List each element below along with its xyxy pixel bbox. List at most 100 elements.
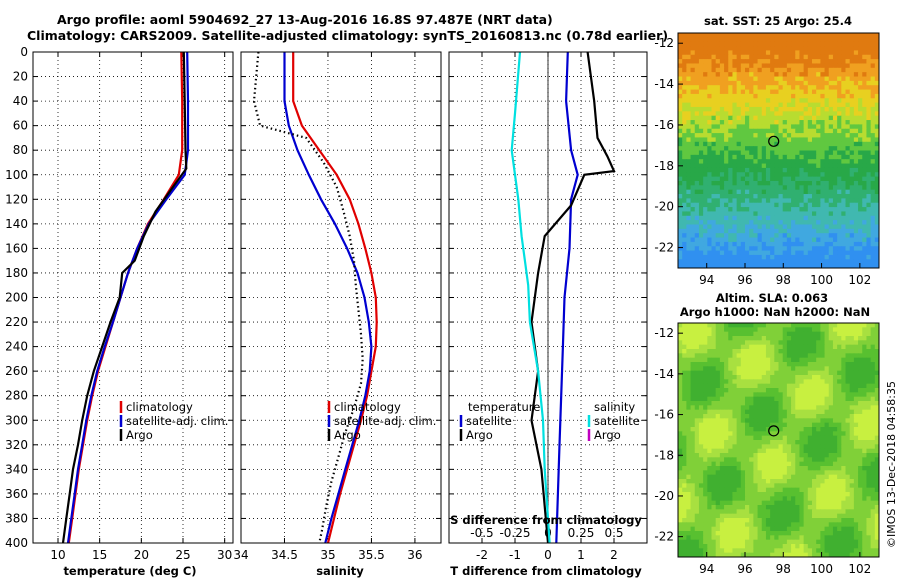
map-cell bbox=[816, 55, 821, 60]
map-cell bbox=[808, 496, 813, 501]
map-cell bbox=[779, 323, 784, 328]
map-cell bbox=[850, 168, 855, 173]
map-cell bbox=[829, 146, 834, 151]
map-cell bbox=[795, 177, 800, 182]
map-cell bbox=[745, 46, 750, 51]
map-cell bbox=[691, 414, 696, 419]
map-cell bbox=[766, 124, 771, 129]
map-cell bbox=[787, 431, 792, 436]
map-cell bbox=[716, 59, 721, 64]
map-cell bbox=[791, 203, 796, 208]
map-cell bbox=[854, 242, 859, 247]
map-cell bbox=[841, 362, 846, 367]
map-cell bbox=[728, 466, 733, 471]
map-cell bbox=[741, 453, 746, 458]
map-cell bbox=[866, 362, 871, 367]
map-cell bbox=[862, 194, 867, 199]
map-cell bbox=[745, 462, 750, 467]
map-cell bbox=[787, 164, 792, 169]
map-cell bbox=[741, 159, 746, 164]
map-cell bbox=[862, 457, 867, 462]
map-cell bbox=[866, 137, 871, 142]
map-cell bbox=[841, 81, 846, 86]
map-cell bbox=[854, 181, 859, 186]
map-cell bbox=[745, 371, 750, 376]
map-cell bbox=[686, 340, 691, 345]
map-cell bbox=[837, 392, 842, 397]
map-cell bbox=[795, 246, 800, 251]
map-cell bbox=[716, 42, 721, 47]
map-cell bbox=[758, 479, 763, 484]
map-cell bbox=[791, 85, 796, 90]
map-cell bbox=[837, 242, 842, 247]
map-cell bbox=[762, 440, 767, 445]
map-cell bbox=[678, 246, 683, 251]
map-cell bbox=[695, 479, 700, 484]
map-cell bbox=[699, 103, 704, 108]
map-cell bbox=[712, 124, 717, 129]
map-cell bbox=[703, 444, 708, 449]
map-cell bbox=[816, 436, 821, 441]
map-cell bbox=[686, 345, 691, 350]
map-cell bbox=[862, 462, 867, 467]
map-cell bbox=[812, 94, 817, 99]
map-cell bbox=[783, 418, 788, 423]
map-cell bbox=[758, 168, 763, 173]
map-cell bbox=[712, 194, 717, 199]
map-cell bbox=[703, 90, 708, 95]
map-cell bbox=[712, 259, 717, 264]
map-cell bbox=[795, 427, 800, 432]
map-cell bbox=[783, 492, 788, 497]
map-cell bbox=[678, 358, 683, 363]
map-cell bbox=[871, 63, 876, 68]
map-cell bbox=[758, 259, 763, 264]
map-cell bbox=[753, 336, 758, 341]
map-cell bbox=[728, 42, 733, 47]
map-cell bbox=[871, 229, 876, 234]
map-cell bbox=[795, 181, 800, 186]
map-cell bbox=[749, 98, 754, 103]
map-cell bbox=[854, 392, 859, 397]
map-cell bbox=[787, 90, 792, 95]
map-cell bbox=[862, 151, 867, 156]
map-cell bbox=[816, 233, 821, 238]
map-cell bbox=[825, 198, 830, 203]
map-cell bbox=[820, 137, 825, 142]
map-cell bbox=[799, 133, 804, 138]
map-cell bbox=[758, 501, 763, 506]
map-cell bbox=[808, 129, 813, 134]
map-cell bbox=[762, 246, 767, 251]
map-cell bbox=[737, 501, 742, 506]
map-cell bbox=[812, 327, 817, 332]
map-cell bbox=[728, 133, 733, 138]
map-cell bbox=[816, 418, 821, 423]
map-cell bbox=[799, 59, 804, 64]
map-cell bbox=[707, 362, 712, 367]
map-cell bbox=[866, 211, 871, 216]
map-cell bbox=[862, 410, 867, 415]
map-cell bbox=[728, 340, 733, 345]
map-cell bbox=[678, 194, 683, 199]
map-cell bbox=[749, 366, 754, 371]
map-cell bbox=[779, 414, 784, 419]
map-cell bbox=[866, 42, 871, 47]
map-cell bbox=[712, 168, 717, 173]
map-cell bbox=[703, 345, 708, 350]
map-cell bbox=[732, 345, 737, 350]
map-cell bbox=[820, 229, 825, 234]
map-cell bbox=[712, 462, 717, 467]
map-cell bbox=[720, 181, 725, 186]
map-cell bbox=[779, 345, 784, 350]
map-cell bbox=[741, 440, 746, 445]
map-cell bbox=[858, 63, 863, 68]
map-cell bbox=[695, 72, 700, 77]
map-cell bbox=[712, 431, 717, 436]
map-cell bbox=[766, 384, 771, 389]
map-cell bbox=[854, 492, 859, 497]
map-cell bbox=[799, 77, 804, 82]
map-cell bbox=[774, 98, 779, 103]
map-cell bbox=[862, 168, 867, 173]
map-cell bbox=[825, 63, 830, 68]
map-cell bbox=[741, 414, 746, 419]
